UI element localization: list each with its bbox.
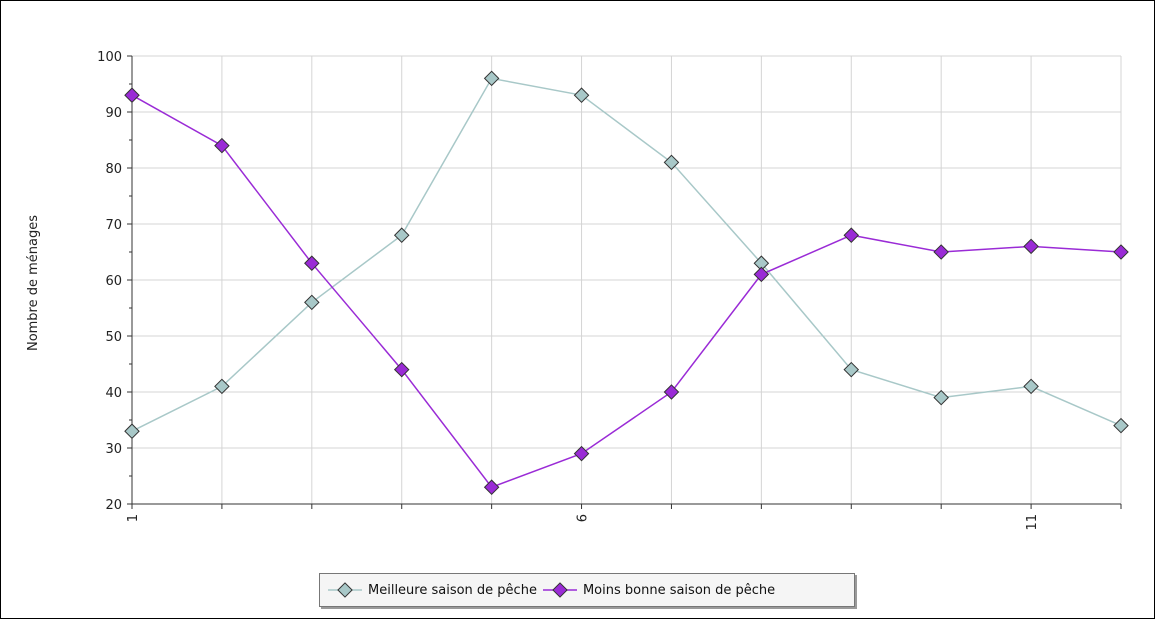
y-tick-label: 20 <box>105 498 122 513</box>
x-tick-label: 1 <box>126 514 141 522</box>
data-point <box>304 294 320 311</box>
data-point <box>933 244 949 260</box>
series-group <box>124 70 1129 495</box>
data-point <box>663 154 680 171</box>
data-point <box>124 423 140 439</box>
y-tick-label: 60 <box>105 274 122 289</box>
data-point <box>1023 378 1039 395</box>
data-point <box>843 361 860 378</box>
data-point <box>483 479 500 495</box>
data-point <box>573 87 590 103</box>
data-point <box>1113 417 1129 434</box>
data-point <box>124 87 140 103</box>
data-point <box>1113 244 1129 260</box>
data-point <box>214 137 230 154</box>
x-tick-label: 11 <box>1025 514 1040 531</box>
data-point <box>843 227 860 243</box>
grid-lines <box>132 55 1122 504</box>
legend-label-meilleure: Meilleure saison de pêche <box>368 582 537 598</box>
data-point <box>483 70 500 87</box>
data-point <box>214 378 230 395</box>
data-point <box>393 361 410 378</box>
data-point <box>753 255 770 271</box>
y-axis-label: Nombre de ménages <box>26 215 41 351</box>
data-point <box>304 255 320 271</box>
legend-marker-moins-bonne <box>542 582 577 598</box>
series-1 <box>124 87 1129 495</box>
y-tick-label: 80 <box>105 162 122 177</box>
data-point <box>393 227 410 243</box>
series-0 <box>124 70 1129 439</box>
data-point <box>663 384 680 400</box>
y-tick-label: 50 <box>105 330 122 345</box>
legend-label-moins-bonne: Moins bonne saison de pêche <box>582 582 776 598</box>
legend-item-moins-bonne: Moins bonne saison de pêche <box>542 582 776 598</box>
y-tick-label: 70 <box>105 218 122 233</box>
y-tick-label: 90 <box>105 106 122 121</box>
y-tick-label: 30 <box>105 442 122 457</box>
legend-marker-meilleure <box>328 582 362 598</box>
y-tick-label: 100 <box>97 50 122 65</box>
series-line-0 <box>131 77 1122 432</box>
data-point <box>933 389 949 406</box>
series-line-1 <box>131 94 1122 489</box>
data-point <box>753 266 770 283</box>
y-tick-label: 40 <box>105 386 122 401</box>
legend: Meilleure saison de pêche Moins bonne sa… <box>319 573 855 607</box>
legend-item-meilleure: Meilleure saison de pêche <box>328 582 537 598</box>
data-point <box>573 445 590 462</box>
data-point <box>1023 238 1039 255</box>
x-tick-label: 6 <box>576 514 591 522</box>
